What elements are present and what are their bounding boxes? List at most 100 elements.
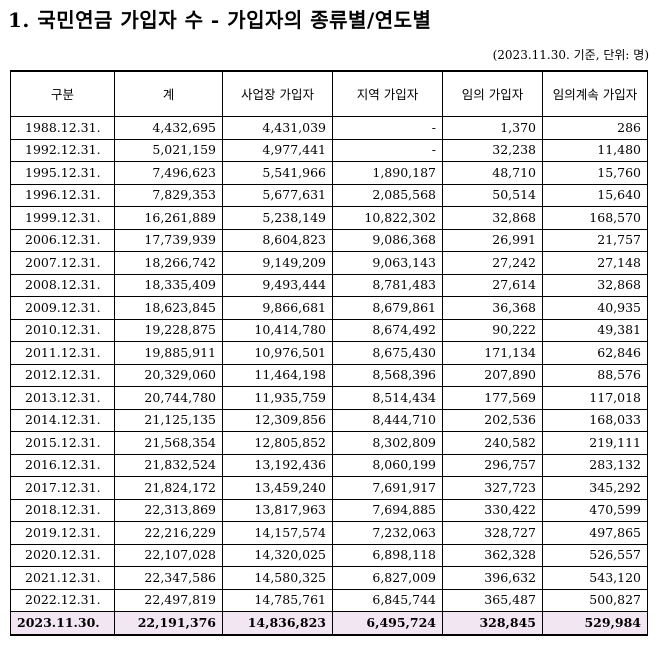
cell-regional: 8,444,710 <box>332 408 443 432</box>
cell-total: 18,266,742 <box>114 251 223 275</box>
cell-voluntary-continued: 286 <box>542 116 648 140</box>
cell-workplace: 14,157,574 <box>222 521 333 545</box>
cell-voluntary-continued: 88,576 <box>542 363 648 387</box>
table-row: 2017.12.31. 21,824,172 13,459,240 7,691,917… <box>10 476 648 500</box>
cell-regional: 8,675,430 <box>332 341 443 365</box>
cell-voluntary: 328,727 <box>442 521 543 545</box>
cell-workplace: 14,836,823 <box>222 611 333 636</box>
cell-regional: 1,890,187 <box>332 161 443 185</box>
cell-total: 21,832,524 <box>114 453 223 477</box>
table-row: 1988.12.31. 4,432,695 4,431,039-1,370 286 <box>10 116 648 140</box>
table-row: 1996.12.31. 7,829,353 5,677,631 2,085,568 50… <box>10 183 648 207</box>
cell-workplace: 14,320,025 <box>222 543 333 567</box>
cell-total: 22,313,869 <box>114 498 223 522</box>
cell-total: 21,125,135 <box>114 408 223 432</box>
table-row: 1999.12.31. 16,261,889 5,238,149 10,822,302… <box>10 206 648 230</box>
cell-date: 2008.12.31. <box>10 273 115 297</box>
header-total: 계 <box>114 70 223 117</box>
cell-total: 22,216,229 <box>114 521 223 545</box>
cell-date: 1988.12.31. <box>10 116 115 140</box>
cell-date: 2017.12.31. <box>10 476 115 500</box>
cell-date: 2019.12.31. <box>10 521 115 545</box>
cell-voluntary-continued: 15,760 <box>542 161 648 185</box>
cell-voluntary: 32,238 <box>442 138 543 162</box>
cell-regional: - <box>332 138 443 162</box>
cell-total: 22,191,376 <box>114 611 223 636</box>
cell-date: 1992.12.31. <box>10 138 115 162</box>
cell-total: 22,347,586 <box>114 566 223 590</box>
cell-regional: 8,060,199 <box>332 453 443 477</box>
cell-voluntary: 50,514 <box>442 183 543 207</box>
cell-voluntary-continued: 27,148 <box>542 251 648 275</box>
cell-workplace: 14,580,325 <box>222 566 333 590</box>
cell-regional: 6,495,724 <box>332 611 443 636</box>
cell-total: 7,496,623 <box>114 161 223 185</box>
header-regional: 지역 가입자 <box>332 70 443 117</box>
cell-voluntary: 90,222 <box>442 318 543 342</box>
cell-workplace: 4,977,441 <box>222 138 333 162</box>
cell-date: 2013.12.31. <box>10 386 115 410</box>
cell-voluntary: 330,422 <box>442 498 543 522</box>
cell-total: 20,744,780 <box>114 386 223 410</box>
cell-workplace: 9,493,444 <box>222 273 333 297</box>
cell-voluntary: 27,242 <box>442 251 543 275</box>
header-workplace: 사업장 가입자 <box>222 70 333 117</box>
cell-total: 22,497,819 <box>114 588 223 612</box>
cell-regional: 7,232,063 <box>332 521 443 545</box>
cell-voluntary-continued: 345,292 <box>542 476 648 500</box>
table-body: 1988.12.31. 4,432,695 4,431,039-1,370 286 19… <box>10 116 648 636</box>
cell-voluntary: 32,868 <box>442 206 543 230</box>
cell-total: 5,021,159 <box>114 138 223 162</box>
cell-regional: 8,674,492 <box>332 318 443 342</box>
cell-workplace: 13,459,240 <box>222 476 333 500</box>
cell-voluntary-continued: 117,018 <box>542 386 648 410</box>
cell-workplace: 13,192,436 <box>222 453 333 477</box>
cell-date: 2010.12.31. <box>10 318 115 342</box>
cell-regional: 8,302,809 <box>332 431 443 455</box>
cell-voluntary-continued: 543,120 <box>542 566 648 590</box>
cell-voluntary: 26,991 <box>442 228 543 252</box>
subscriber-table: 구분 계 사업장 가입자 지역 가입자 임의 가입자 임의계속 가입자 1988… <box>10 70 648 636</box>
cell-voluntary-continued: 11,480 <box>542 138 648 162</box>
cell-date: 2014.12.31. <box>10 408 115 432</box>
cell-voluntary-continued: 62,846 <box>542 341 648 365</box>
cell-voluntary: 362,328 <box>442 543 543 567</box>
cell-date: 1996.12.31. <box>10 183 115 207</box>
cell-regional: 6,845,744 <box>332 588 443 612</box>
table-row: 2014.12.31. 21,125,135 12,309,856 8,444,710… <box>10 408 648 432</box>
table-row: 1992.12.31. 5,021,159 4,977,441-32,238 11,4… <box>10 138 648 162</box>
cell-workplace: 9,866,681 <box>222 296 333 320</box>
cell-regional: 8,781,483 <box>332 273 443 297</box>
cell-workplace: 11,935,759 <box>222 386 333 410</box>
table-header-row: 구분 계 사업장 가입자 지역 가입자 임의 가입자 임의계속 가입자 <box>10 70 648 117</box>
header-voluntary: 임의 가입자 <box>442 70 543 117</box>
cell-voluntary-continued: 529,984 <box>542 611 648 636</box>
cell-voluntary: 296,757 <box>442 453 543 477</box>
table-row: 2012.12.31. 20,329,060 11,464,198 8,568,396… <box>10 363 648 387</box>
cell-regional: - <box>332 116 443 140</box>
cell-total: 18,623,845 <box>114 296 223 320</box>
header-category: 구분 <box>10 70 115 117</box>
table-row: 2009.12.31. 18,623,845 9,866,681 8,679,861 3… <box>10 296 648 320</box>
cell-voluntary-continued: 21,757 <box>542 228 648 252</box>
cell-workplace: 5,238,149 <box>222 206 333 230</box>
cell-date: 1995.12.31. <box>10 161 115 185</box>
cell-regional: 7,691,917 <box>332 476 443 500</box>
cell-voluntary-continued: 40,935 <box>542 296 648 320</box>
cell-voluntary-continued: 497,865 <box>542 521 648 545</box>
unit-note: (2023.11.30. 기준, 단위: 명) <box>492 48 649 62</box>
cell-workplace: 10,414,780 <box>222 318 333 342</box>
cell-regional: 10,822,302 <box>332 206 443 230</box>
cell-date: 2007.12.31. <box>10 251 115 275</box>
cell-workplace: 13,817,963 <box>222 498 333 522</box>
cell-regional: 6,898,118 <box>332 543 443 567</box>
table-row: 2010.12.31. 19,228,875 10,414,780 8,674,492… <box>10 318 648 342</box>
cell-voluntary-continued: 49,381 <box>542 318 648 342</box>
table-row: 2022.12.31. 22,497,819 14,785,761 6,845,744… <box>10 588 648 612</box>
cell-total: 20,329,060 <box>114 363 223 387</box>
table-row: 1995.12.31. 7,496,623 5,541,966 1,890,187 48… <box>10 161 648 185</box>
cell-date: 1999.12.31. <box>10 206 115 230</box>
cell-voluntary: 1,370 <box>442 116 543 140</box>
cell-workplace: 12,309,856 <box>222 408 333 432</box>
cell-regional: 9,086,368 <box>332 228 443 252</box>
